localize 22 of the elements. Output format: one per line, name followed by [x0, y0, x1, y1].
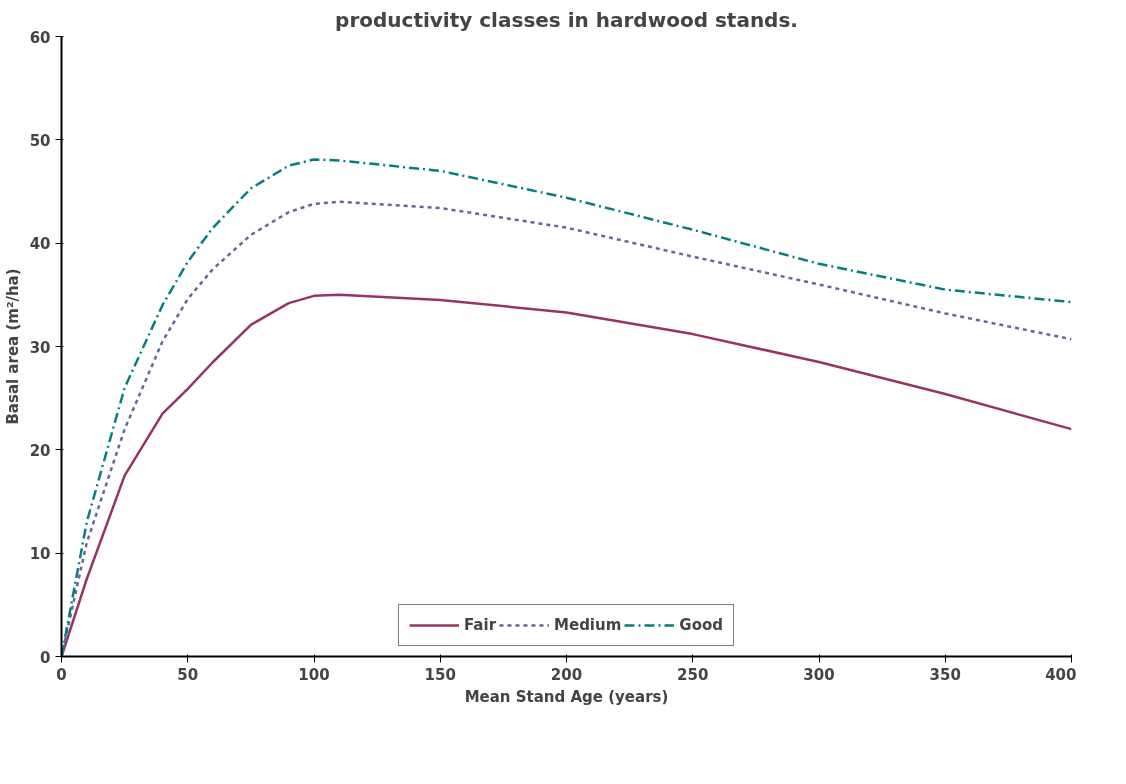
x-tick-label: 0 — [56, 665, 67, 684]
legend-label: Medium — [554, 616, 622, 634]
legend-label: Good — [679, 616, 723, 634]
x-tick-label: 350 — [929, 665, 961, 684]
y-tick-label: 20 — [29, 441, 51, 460]
y-tick-label: 30 — [29, 338, 51, 357]
x-tick-label: 250 — [677, 665, 709, 684]
x-tick-label: 100 — [298, 665, 330, 684]
x-axis-title: Mean Stand Age (years) — [464, 687, 669, 706]
x-tick-label: 200 — [550, 665, 583, 684]
chart-title: productivity classes in hardwood stands. — [335, 7, 798, 32]
y-tick-label: 60 — [29, 28, 51, 47]
x-tick-label: 400 — [1045, 665, 1077, 684]
y-axis-title: Basal area (m²/ha) — [3, 268, 22, 425]
y-tick-label: 40 — [29, 235, 51, 254]
y-tick-label: 0 — [40, 648, 51, 667]
y-tick-label: 50 — [29, 131, 51, 150]
y-tick-label: 10 — [29, 545, 51, 564]
x-tick-label: 50 — [177, 665, 199, 684]
x-tick-label: 300 — [803, 665, 835, 684]
legend-label: Fair — [464, 616, 497, 634]
x-tick-label: 150 — [424, 665, 456, 684]
